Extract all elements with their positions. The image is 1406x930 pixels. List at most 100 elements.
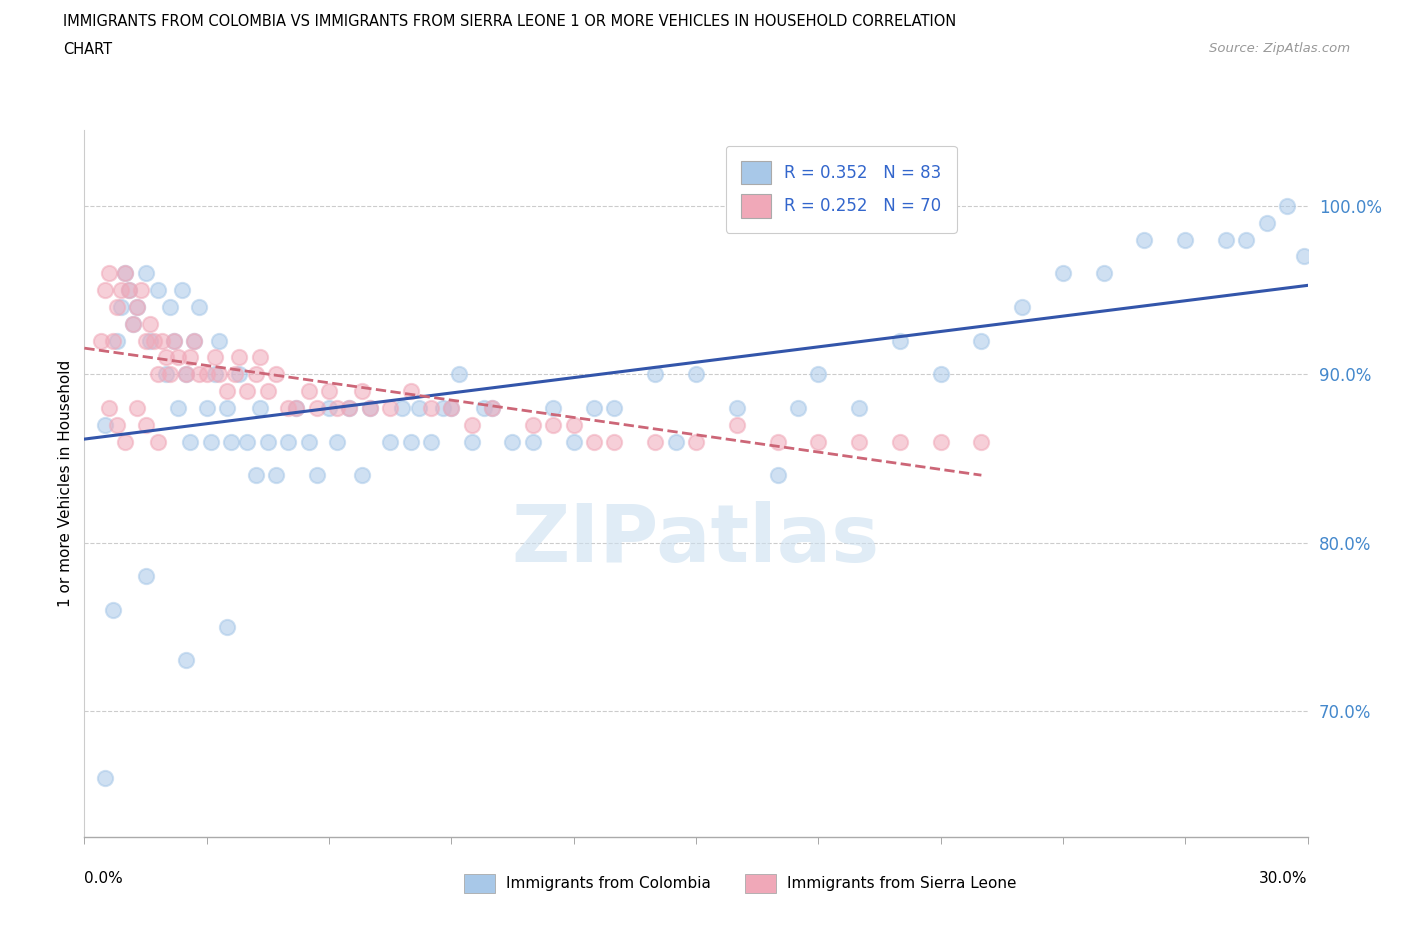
Point xyxy=(318,401,340,416)
Point xyxy=(155,366,177,381)
Point xyxy=(391,401,413,416)
Point xyxy=(522,434,544,449)
Point xyxy=(135,418,157,432)
Point xyxy=(1174,232,1197,247)
Point xyxy=(249,350,271,365)
Point xyxy=(970,333,993,348)
Point xyxy=(179,350,201,365)
Point xyxy=(420,434,443,449)
Point xyxy=(481,401,503,416)
Point xyxy=(1275,198,1298,213)
Point xyxy=(264,468,287,483)
Point xyxy=(543,401,565,416)
Point xyxy=(1052,266,1074,281)
Point xyxy=(208,333,231,348)
Point xyxy=(1092,266,1115,281)
Point xyxy=(127,299,149,314)
Point xyxy=(848,401,870,416)
Point xyxy=(359,401,381,416)
Point xyxy=(264,366,287,381)
Point xyxy=(359,401,381,416)
Point xyxy=(114,266,136,281)
Point xyxy=(245,468,267,483)
Point xyxy=(449,366,471,381)
Point xyxy=(305,401,328,416)
Point xyxy=(582,434,605,449)
Point xyxy=(217,401,239,416)
Y-axis label: 1 or more Vehicles in Household: 1 or more Vehicles in Household xyxy=(58,360,73,607)
Point xyxy=(204,350,226,365)
Point xyxy=(399,434,422,449)
Text: Immigrants from Colombia: Immigrants from Colombia xyxy=(506,876,711,891)
Point xyxy=(766,434,789,449)
Point xyxy=(1234,232,1257,247)
Point xyxy=(285,401,308,416)
Point xyxy=(257,383,280,398)
Point xyxy=(114,434,136,449)
Point xyxy=(1292,249,1315,264)
Point xyxy=(150,333,173,348)
Point xyxy=(685,366,707,381)
Point xyxy=(603,401,626,416)
Point xyxy=(889,434,911,449)
Point xyxy=(142,333,165,348)
Point xyxy=(461,418,484,432)
Point xyxy=(725,418,748,432)
Point xyxy=(236,383,259,398)
Point xyxy=(174,653,197,668)
Point xyxy=(183,333,205,348)
Point xyxy=(305,468,328,483)
Point xyxy=(522,418,544,432)
Legend: R = 0.352   N = 83, R = 0.252   N = 70: R = 0.352 N = 83, R = 0.252 N = 70 xyxy=(725,146,956,232)
Point xyxy=(766,468,789,483)
Text: 30.0%: 30.0% xyxy=(1260,871,1308,886)
Point xyxy=(257,434,280,449)
Point xyxy=(122,316,145,331)
Point xyxy=(146,283,169,298)
Point xyxy=(224,366,246,381)
Point xyxy=(172,283,194,298)
Point xyxy=(187,299,209,314)
Point xyxy=(105,299,128,314)
Point xyxy=(461,434,484,449)
Point xyxy=(110,283,132,298)
Point xyxy=(105,333,128,348)
Point xyxy=(350,468,373,483)
Point xyxy=(93,283,115,298)
Point xyxy=(159,299,181,314)
Point xyxy=(208,366,231,381)
Point xyxy=(217,619,239,634)
Point xyxy=(929,366,952,381)
Point xyxy=(408,401,430,416)
Point xyxy=(90,333,112,348)
Point xyxy=(236,434,259,449)
Point xyxy=(787,401,810,416)
Point xyxy=(848,434,870,449)
Point xyxy=(339,401,360,416)
Point xyxy=(179,434,201,449)
Point xyxy=(122,316,145,331)
Text: 0.0%: 0.0% xyxy=(84,871,124,886)
Point xyxy=(807,366,830,381)
Point xyxy=(807,434,830,449)
Point xyxy=(97,401,120,416)
Point xyxy=(298,383,321,398)
Point xyxy=(110,299,132,314)
Point xyxy=(174,366,197,381)
Point xyxy=(219,434,242,449)
Point xyxy=(420,401,443,416)
Point xyxy=(114,266,136,281)
Point xyxy=(889,333,911,348)
Point xyxy=(326,434,349,449)
Point xyxy=(501,434,523,449)
Point xyxy=(543,418,565,432)
Point xyxy=(432,401,454,416)
Point xyxy=(127,401,149,416)
Point xyxy=(582,401,605,416)
Point xyxy=(200,434,222,449)
Text: ZIPatlas: ZIPatlas xyxy=(512,501,880,579)
Point xyxy=(183,333,205,348)
Point xyxy=(277,401,299,416)
Point xyxy=(318,383,340,398)
Text: Source: ZipAtlas.com: Source: ZipAtlas.com xyxy=(1209,42,1350,55)
